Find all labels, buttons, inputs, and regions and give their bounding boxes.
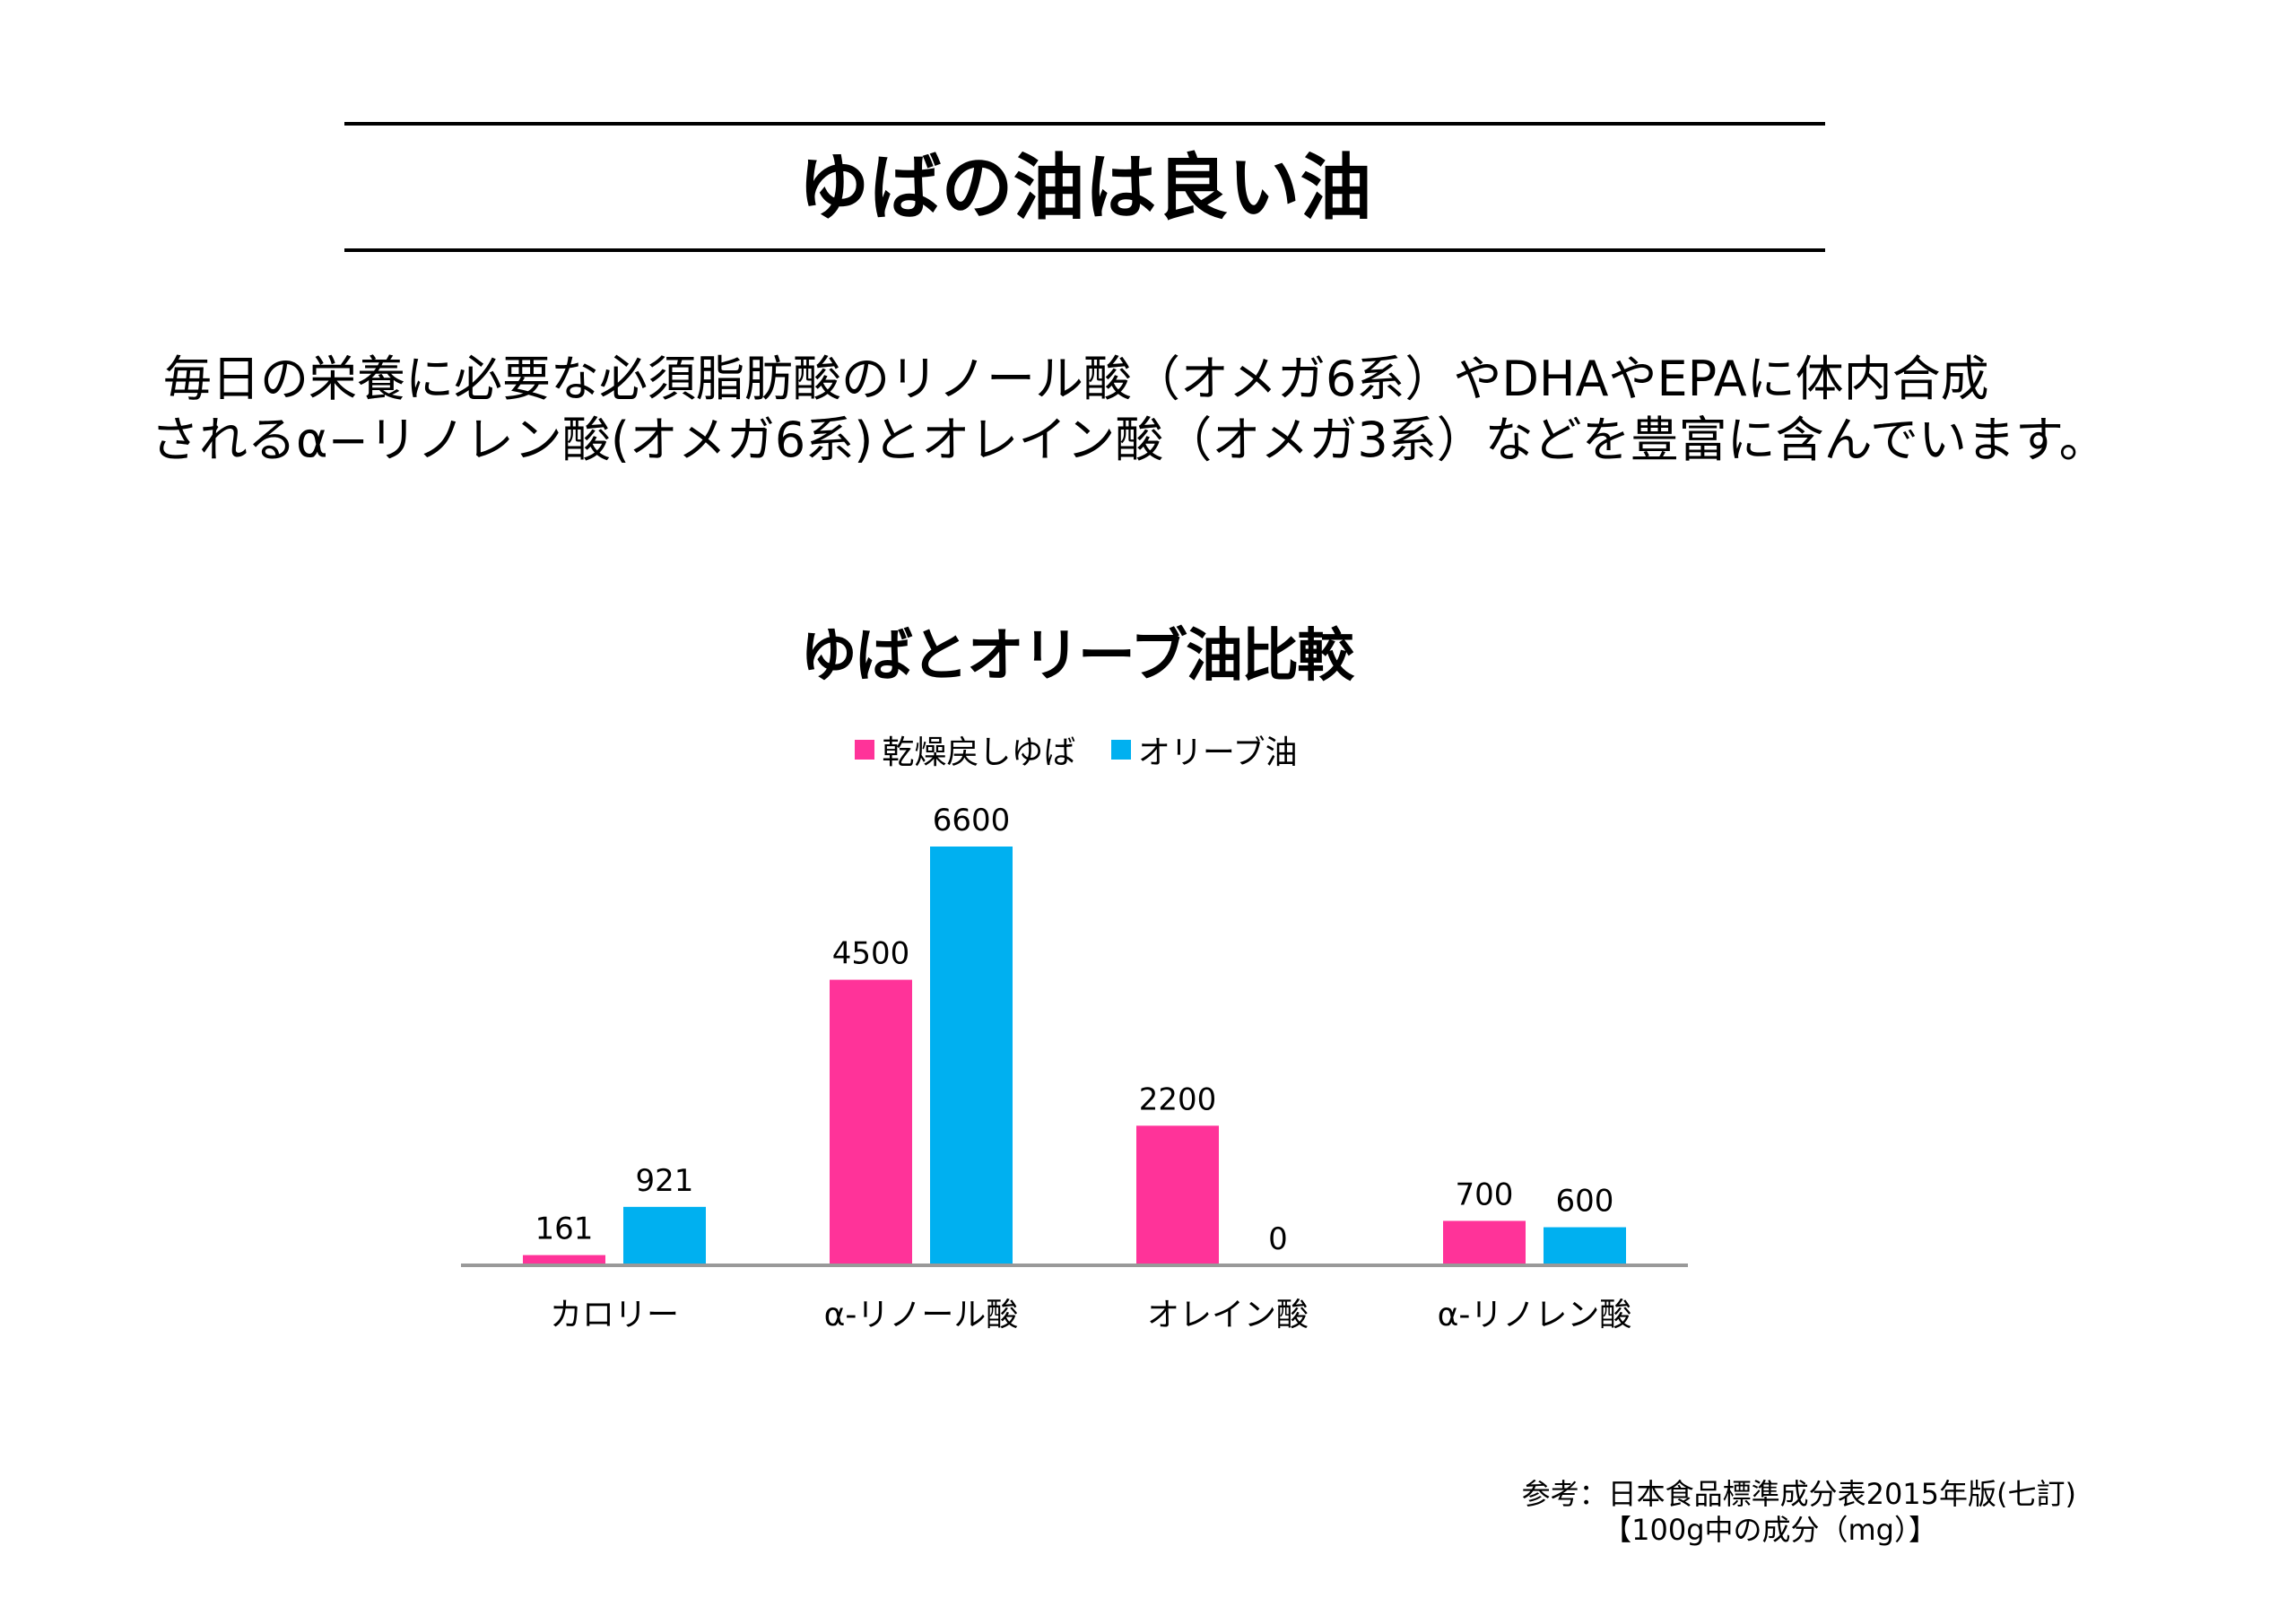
paragraph-line-1: 毎日の栄養に必要な必須脂肪酸のリノール酸（オメガ6系）やDHAやEPAに体内合成 (163, 351, 1989, 407)
bar-0-1 (830, 979, 912, 1265)
category-label: α-リノール酸 (824, 1297, 1019, 1333)
bar-1-3 (1544, 1227, 1626, 1265)
bar-0-0 (523, 1255, 605, 1265)
legend-item-olive: オリーブ油 (1110, 726, 1298, 773)
chart-title: ゆばとオリーブ油比較 (799, 623, 1354, 690)
source-line-1: 参考：日本食品標準成分表2015年版(七訂) (1521, 1477, 2076, 1511)
category-label: オレイン酸 (1147, 1297, 1309, 1333)
legend-label: オリーブ油 (1137, 734, 1298, 771)
bottom-rule (344, 248, 1825, 252)
page-title: ゆばの油は良い油 (797, 146, 1372, 230)
bar-0-3 (1443, 1220, 1526, 1265)
category-label: α-リノレン酸 (1438, 1297, 1632, 1333)
data-label: 600 (1556, 1184, 1614, 1220)
bar-1-1 (930, 847, 1013, 1265)
bar-1-0 (623, 1206, 706, 1265)
legend-item-yuba: 乾燥戻しゆば (855, 726, 1075, 773)
category-label: カロリー (550, 1297, 679, 1333)
source-line-2: 【100g中の成分（mg）】 (1603, 1513, 1937, 1547)
data-label: 0 (1268, 1221, 1288, 1257)
data-label: 700 (1456, 1177, 1514, 1212)
legend-swatch-yuba (855, 740, 875, 760)
chart-legend: 乾燥戻しゆば オリーブ油 (0, 726, 2152, 773)
legend-swatch-olive (1110, 740, 1131, 760)
data-label: 6600 (933, 803, 1011, 838)
data-label: 2200 (1139, 1081, 1217, 1117)
paragraph-line-2: されるα−リノレン酸(オメガ6系)とオレイン酸（オメガ3系）などを豊富に含んでい… (151, 412, 2108, 468)
bar-0-2 (1136, 1125, 1219, 1265)
data-label: 161 (535, 1211, 594, 1247)
top-rule (344, 122, 1825, 126)
data-label: 921 (636, 1163, 694, 1199)
legend-label: 乾燥戻しゆば (882, 734, 1076, 771)
data-label: 4500 (832, 936, 910, 972)
